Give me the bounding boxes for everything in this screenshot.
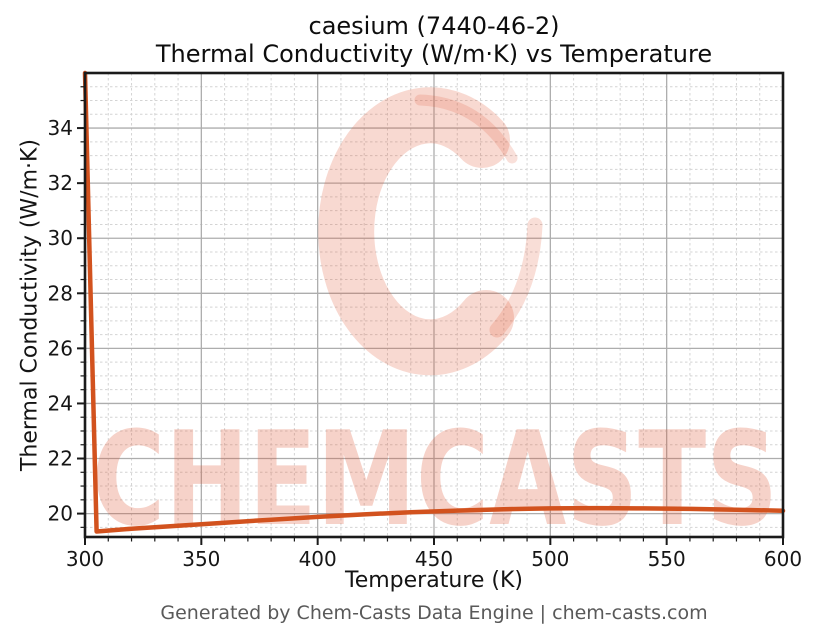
tick-labels: 300 350 400 450 500 550 600 20 22 24 26 28 30 32 34 — [48, 116, 803, 571]
c-logo-inner-flick-icon — [414, 94, 518, 164]
watermark-text: CHEMCASTS — [92, 403, 778, 555]
x-axis-label: Temperature (K) — [345, 568, 523, 593]
x-tick-label: 450 — [415, 547, 453, 571]
x-tick-label: 400 — [299, 547, 337, 571]
chemcasts-c-swirl-logo-icon — [318, 87, 514, 376]
x-tick-label: 550 — [648, 547, 686, 571]
y-tick-label: 20 — [48, 502, 73, 526]
c-logo-tail-flick-icon — [489, 217, 543, 338]
y-axis-label: Thermal Conductivity (W/m·K) — [17, 138, 43, 472]
x-tick-label: 600 — [764, 547, 802, 571]
axis-ticks — [77, 86, 784, 545]
chart-subtitle: Thermal Conductivity (W/m·K) vs Temperat… — [155, 40, 713, 68]
data-line-thermal-conductivity — [82, 70, 786, 534]
y-tick-label: 28 — [48, 281, 73, 305]
y-tick-label: 24 — [48, 391, 73, 415]
x-tick-label: 500 — [531, 547, 569, 571]
y-tick-label: 34 — [48, 116, 73, 140]
x-tick-label: 350 — [182, 547, 220, 571]
chart-title: caesium (7440-46-2) — [308, 12, 560, 40]
y-tick-label: 26 — [48, 336, 73, 360]
y-tick-label: 32 — [48, 171, 73, 195]
y-tick-label: 22 — [48, 447, 73, 471]
footer-attribution: Generated by Chem-Casts Data Engine | ch… — [160, 602, 708, 624]
y-tick-label: 30 — [48, 226, 73, 250]
watermark: CHEMCASTS — [92, 87, 778, 555]
x-tick-label: 300 — [66, 547, 104, 571]
